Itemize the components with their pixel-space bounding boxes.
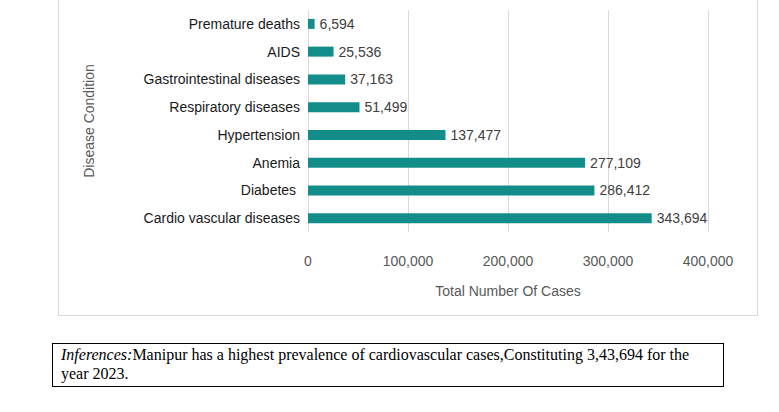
svg-text:Premature deaths: Premature deaths [189,16,300,32]
svg-text:286,412: 286,412 [599,182,650,198]
svg-text:300,000: 300,000 [583,253,634,269]
svg-text:AIDS: AIDS [267,44,300,60]
svg-text:200,000: 200,000 [483,253,534,269]
svg-text:Diabetes: Diabetes [241,182,300,198]
svg-text:Cardio vascular diseases: Cardio vascular diseases [144,210,300,226]
svg-text:400,000: 400,000 [683,253,734,269]
svg-text:Gastrointestinal diseases: Gastrointestinal diseases [144,71,300,87]
svg-text:Hypertension: Hypertension [218,127,301,143]
svg-text:Disease Condition: Disease Condition [81,64,97,178]
svg-text:343,694: 343,694 [657,210,708,226]
svg-text:100,000: 100,000 [383,253,434,269]
svg-text:51,499: 51,499 [364,99,407,115]
svg-text:277,109: 277,109 [590,155,641,171]
svg-text:37,163: 37,163 [350,71,393,87]
svg-text:25,536: 25,536 [339,44,382,60]
svg-text:Total Number Of Cases: Total Number Of Cases [435,283,581,299]
svg-text:137,477: 137,477 [450,127,501,143]
html-text:Inferences: Manipur has a high: Inferences: Manipur has a highest preval… [61,346,690,382]
svg-text:6,594: 6,594 [320,16,355,32]
svg-text:Respiratory diseases: Respiratory diseases [169,99,300,115]
svg-text:0: 0 [304,253,312,269]
svg-text:Anemia: Anemia [253,155,301,171]
